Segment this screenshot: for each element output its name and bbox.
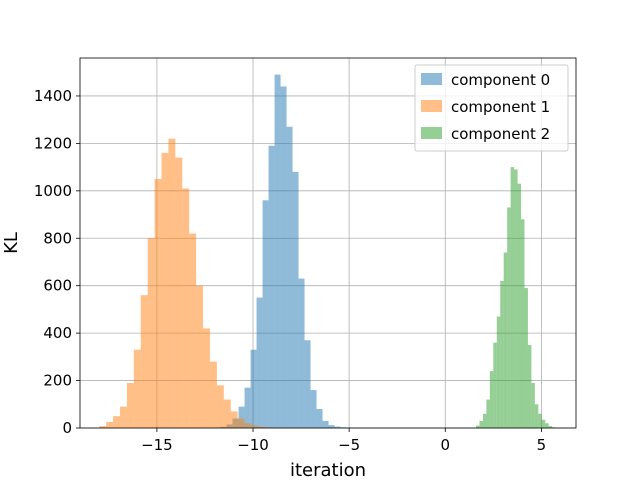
legend-label-0: component 0 <box>451 71 550 89</box>
legend-swatch-1 <box>421 100 442 112</box>
y-tick-label: 800 <box>43 229 72 247</box>
histogram-bar-series-2 <box>527 344 532 428</box>
histogram-bar-series-1 <box>126 382 134 428</box>
legend-swatch-2 <box>421 127 442 139</box>
histogram-bar-series-1 <box>230 411 238 428</box>
histogram-bars <box>99 74 556 429</box>
histogram-bar-series-1 <box>196 285 204 428</box>
x-tick-label: −15 <box>141 436 173 454</box>
x-tick-label: −5 <box>338 436 360 454</box>
histogram-bar-series-1 <box>119 406 127 428</box>
x-axis-label: iteration <box>290 460 366 480</box>
histogram-bar-series-0 <box>310 390 317 428</box>
histogram-bar-series-0 <box>244 387 251 428</box>
legend: component 0 component 1 component 2 <box>414 64 569 152</box>
axis-ticks: −15 −10 −5 0 5 0 200 400 600 800 1000 1200 1400 <box>34 87 546 454</box>
histogram-bar-series-0 <box>280 86 287 428</box>
y-tick-label: 0 <box>62 419 72 437</box>
histogram-bar-series-1 <box>182 188 190 428</box>
histogram-bar-series-1 <box>147 238 155 428</box>
histogram-bar-series-1 <box>168 138 176 428</box>
legend-swatch-0 <box>421 73 442 85</box>
histogram-bar-series-2 <box>486 399 490 428</box>
legend-label-2: component 2 <box>451 125 550 143</box>
histogram-bar-series-2 <box>534 404 539 428</box>
histogram-bar-series-2 <box>524 288 528 428</box>
histogram-bar-series-1 <box>154 178 162 428</box>
histogram-bar-series-2 <box>503 252 508 428</box>
histogram-bar-series-2 <box>496 316 501 428</box>
histogram-bar-series-1 <box>209 361 217 428</box>
histogram-bar-series-0 <box>292 171 299 428</box>
histogram-bar-series-1 <box>175 157 183 428</box>
histogram-bar-series-2 <box>545 423 549 428</box>
histogram-bar-series-0 <box>328 425 335 428</box>
histogram-bar-series-2 <box>548 426 553 428</box>
histogram-bar-series-2 <box>489 371 494 428</box>
histogram-bar-series-1 <box>203 328 210 428</box>
histogram-bar-series-0 <box>262 200 269 428</box>
histogram-bar-series-2 <box>476 425 480 428</box>
histogram-bar-series-0 <box>268 145 275 428</box>
y-tick-label: 1400 <box>34 87 72 105</box>
y-tick-label: 600 <box>43 277 72 295</box>
histogram-bar-series-1 <box>216 385 224 428</box>
histogram-bar-series-2 <box>517 183 522 428</box>
histogram-bar-series-1 <box>244 423 252 428</box>
histogram-bar-series-0 <box>298 278 305 428</box>
histogram-bar-series-1 <box>237 418 245 428</box>
histogram-bar-series-0 <box>238 406 245 428</box>
histogram-bar-series-2 <box>500 280 504 428</box>
histogram-bar-series-2 <box>541 419 546 428</box>
histogram-bar-series-1 <box>140 295 148 428</box>
y-tick-label: 400 <box>43 324 72 342</box>
y-axis-label: KL <box>1 232 22 254</box>
histogram-bar-series-2 <box>510 167 515 428</box>
histogram-bar-series-2 <box>521 219 525 428</box>
histogram-bar-series-0 <box>274 74 281 428</box>
y-tick-label: 200 <box>43 372 72 390</box>
histogram-bar-series-1 <box>99 426 107 428</box>
histogram-bar-series-2 <box>482 413 487 428</box>
histogram-bar-series-1 <box>161 152 169 428</box>
histogram-bar-series-2 <box>531 382 535 428</box>
histogram-bar-series-1 <box>258 426 266 428</box>
y-tick-label: 1200 <box>34 134 72 152</box>
histogram-bar-series-1 <box>251 425 259 428</box>
histogram-bar-series-0 <box>334 426 341 428</box>
plot-frame <box>79 57 577 429</box>
histogram-bar-series-1 <box>113 416 120 428</box>
histogram-bar-series-2 <box>507 207 511 428</box>
histogram-bar-series-2 <box>479 420 483 428</box>
histogram-bar-series-2 <box>514 169 518 428</box>
x-tick-label: −10 <box>237 436 269 454</box>
histogram-bar-series-1 <box>189 233 197 428</box>
histogram-bar-series-0 <box>304 340 311 428</box>
legend-box <box>414 64 569 152</box>
histogram-bar-series-0 <box>316 409 323 428</box>
histogram-bar-series-1 <box>106 422 114 428</box>
y-tick-label: 1000 <box>34 182 72 200</box>
histogram-bar-series-0 <box>286 126 293 429</box>
x-tick-label: 0 <box>440 436 450 454</box>
histogram-bar-series-0 <box>256 297 263 428</box>
histogram-bar-series-1 <box>223 399 231 428</box>
histogram-bar-series-0 <box>322 420 329 428</box>
histogram-bar-series-2 <box>493 342 497 428</box>
histogram-bar-series-1 <box>133 349 141 428</box>
legend-label-1: component 1 <box>451 98 550 116</box>
x-tick-label: 5 <box>537 436 547 454</box>
histogram-bar-series-2 <box>538 413 542 428</box>
histogram-bar-series-0 <box>250 349 257 428</box>
